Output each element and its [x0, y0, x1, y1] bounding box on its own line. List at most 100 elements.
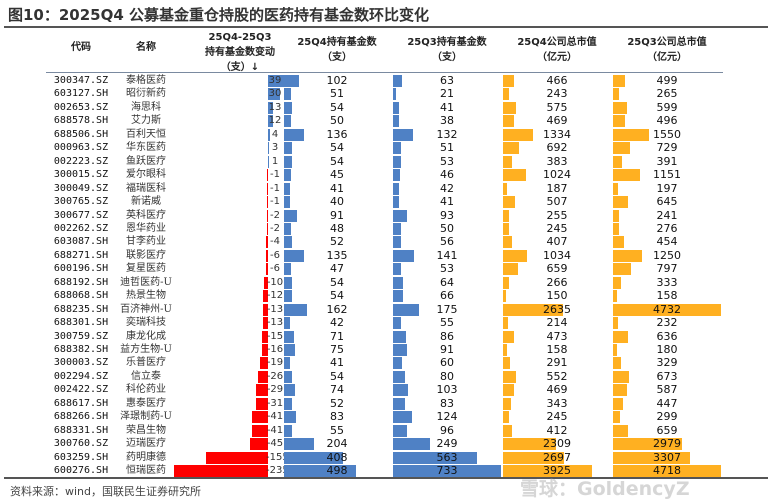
q4-funds-value: 498	[326, 464, 348, 478]
stock-code: 000963.SZ	[53, 142, 109, 154]
q4-funds-bar	[284, 344, 295, 356]
q4-mcap-value: 255	[546, 208, 568, 222]
q3-mcap-bar	[613, 384, 627, 397]
table-row: 688192.SH 迪哲医药-U -10 54 64 266 333	[0, 276, 772, 290]
q3-mcap-value: 636	[656, 329, 678, 343]
q4-funds-bar	[284, 209, 298, 222]
q4-funds-bar	[284, 128, 304, 141]
q4-mcap-bar	[503, 128, 534, 141]
q3-funds-value: 64	[440, 275, 454, 289]
q3-mcap-value: 1151	[653, 168, 681, 182]
change-value: 30	[268, 88, 282, 100]
stock-name: 甘李药业	[126, 236, 166, 248]
q3-funds-value: 50	[440, 221, 454, 235]
q3-mcap-bar	[613, 303, 721, 316]
q3-funds-bar	[393, 128, 413, 141]
header-q3-funds-line2: （支）	[432, 52, 462, 63]
q4-mcap-bar	[503, 276, 510, 289]
q3-funds-bar	[393, 438, 431, 451]
stock-name: 信立泰	[131, 370, 161, 382]
stock-name: 恩华药业	[126, 222, 166, 234]
q4-mcap-bar	[503, 88, 509, 101]
stock-code: 603127.SH	[53, 88, 109, 100]
q4-funds-value: 54	[330, 154, 344, 168]
stock-code: 603087.SH	[53, 236, 109, 248]
q4-funds-value: 42	[330, 316, 344, 330]
q3-mcap-value: 276	[656, 221, 678, 235]
table-row: 300759.SZ 康龙化成 -15 71 86 473 636	[0, 330, 772, 344]
change-bar	[264, 276, 268, 289]
stock-name: 荣昌生物	[126, 424, 166, 436]
change-value: -29	[266, 384, 284, 396]
table-row: 688331.SH 荣昌生物 -41 55 96 412 659	[0, 424, 772, 438]
change-value: -31	[266, 397, 284, 409]
q3-mcap-bar	[613, 344, 618, 356]
q4-mcap-value: 150	[546, 289, 568, 303]
q3-funds-bar	[393, 263, 401, 276]
q4-mcap-bar	[503, 249, 527, 262]
q3-mcap-value: 2979	[653, 437, 681, 451]
stock-name: 恒瑞医药	[126, 465, 166, 477]
header-change-line3[interactable]: （支）↓	[220, 62, 260, 73]
q4-funds-bar	[284, 317, 291, 330]
q3-funds-value: 124	[436, 410, 458, 424]
q4-mcap-value: 2635	[543, 302, 571, 316]
q3-funds-bar	[393, 155, 401, 168]
q4-funds-bar	[284, 290, 292, 303]
stock-code: 688266.SH	[53, 411, 109, 423]
stock-code: 688382.SH	[53, 344, 109, 355]
change-value: -1	[270, 169, 280, 181]
stock-code: 300003.SZ	[53, 357, 109, 369]
change-bar	[265, 249, 268, 262]
q3-funds-bar	[393, 317, 402, 330]
change-bar	[255, 397, 268, 410]
q3-funds-value: 80	[440, 369, 454, 383]
q4-funds-bar	[284, 465, 357, 478]
q3-mcap-value: 729	[656, 141, 678, 155]
q3-mcap-value: 4718	[653, 464, 681, 478]
table-row: 688271.SH 联影医疗 -6 135 141 1034 1250	[0, 249, 772, 263]
q4-mcap-bar	[503, 357, 510, 370]
q4-mcap-value: 291	[546, 356, 568, 370]
change-value: -26	[266, 370, 284, 382]
q4-mcap-bar	[503, 182, 508, 195]
table-row: 688266.SH 泽璟制药-U -41 83 124 245 299	[0, 410, 772, 424]
stock-name: 英科医疗	[126, 209, 166, 221]
q4-mcap-bar	[503, 384, 514, 397]
q3-mcap-value: 180	[656, 343, 678, 356]
q3-funds-value: 103	[436, 383, 458, 397]
stock-name: 福瑞医科	[126, 182, 166, 194]
q4-mcap-bar	[503, 209, 509, 222]
q4-funds-value: 52	[330, 235, 344, 249]
change-bar	[268, 88, 280, 101]
table-row: 002223.SZ 鱼跃医疗 1 54 53 383 391	[0, 155, 772, 169]
q3-mcap-bar	[613, 88, 620, 101]
q4-funds-bar	[284, 222, 291, 235]
table-row: 300347.SZ 泰格医药 39 102 63 466 499	[0, 74, 772, 88]
q3-funds-value: 66	[440, 289, 454, 303]
q3-funds-bar	[393, 115, 399, 128]
q4-mcap-value: 1034	[543, 248, 571, 262]
q3-funds-value: 41	[440, 195, 454, 209]
q4-mcap-value: 469	[546, 383, 568, 397]
change-value: -10	[266, 276, 284, 288]
q4-mcap-bar	[503, 75, 514, 87]
q4-funds-bar	[284, 330, 295, 343]
header-q4-mcap-line1: 25Q4公司总市值	[517, 37, 597, 48]
q4-funds-bar	[284, 303, 308, 316]
q4-mcap-value: 243	[546, 87, 568, 101]
q4-funds-value: 52	[330, 396, 344, 410]
stock-name: 海思科	[131, 101, 161, 113]
q4-funds-value: 50	[330, 114, 344, 128]
header-change-line1: 25Q4-25Q3	[208, 32, 272, 43]
stock-code: 688271.SH	[53, 249, 109, 261]
stock-name: 联影医疗	[126, 249, 166, 261]
q3-mcap-value: 1550	[653, 127, 681, 141]
q4-mcap-value: 2697	[543, 450, 571, 464]
q4-funds-value: 71	[330, 329, 344, 343]
change-value: -13	[266, 303, 284, 315]
stock-code: 688617.SH	[53, 397, 109, 409]
q4-mcap-value: 1024	[543, 168, 571, 182]
header-change-line2: 持有基金数变动	[205, 47, 275, 58]
change-value: 3	[271, 142, 279, 154]
